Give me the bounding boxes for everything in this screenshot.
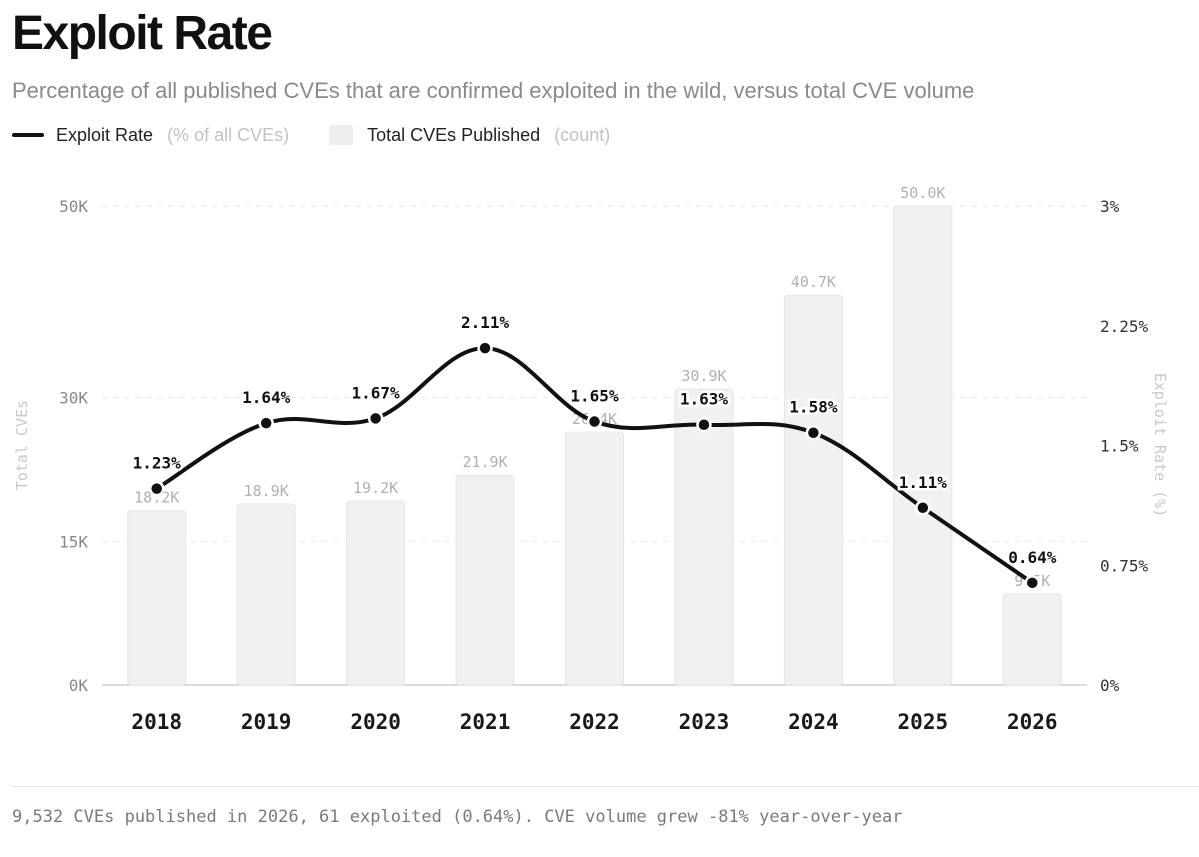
y-right-tick-label: 3% <box>1100 197 1120 216</box>
legend-unit-total-cves: (count) <box>554 124 611 145</box>
bar-value-label: 21.9K <box>462 453 507 471</box>
legend-unit-exploit-rate: (% of all CVEs) <box>167 124 290 145</box>
chart-legend: Exploit Rate (% of all CVEs) Total CVEs … <box>12 122 650 148</box>
exploit-rate-label: 1.11% <box>899 473 948 492</box>
exploit-rate-label: 1.67% <box>352 383 401 402</box>
exploit-rate-point <box>258 415 274 431</box>
bar <box>893 205 953 686</box>
y-left-axis-title: Total CVEs <box>13 400 31 490</box>
exploit-rate-point <box>915 500 931 516</box>
exploit-rate-point <box>477 340 493 356</box>
bar-value-label: 40.7K <box>791 273 836 291</box>
bar-value-label: 18.9K <box>244 482 289 500</box>
x-tick-label: 2022 <box>569 710 620 734</box>
x-tick-label: 2021 <box>460 710 511 734</box>
bar-value-label: 18.2K <box>134 489 179 507</box>
exploit-rate-point <box>696 416 712 433</box>
x-tick-label: 2018 <box>131 710 182 734</box>
bar-value-label: 50.0K <box>900 184 945 202</box>
y-left-tick-label: 50K <box>59 197 88 216</box>
exploit-rate-point <box>148 480 165 497</box>
x-tick-label: 2026 <box>1007 710 1058 734</box>
exploit-rate-label: 1.58% <box>789 398 838 417</box>
bar <box>674 388 734 686</box>
exploit-rate-label: 1.23% <box>133 454 182 473</box>
x-tick-label: 2020 <box>350 710 401 734</box>
x-tick-label: 2019 <box>241 710 292 734</box>
bar-value-label: 19.2K <box>353 479 398 497</box>
exploit-rate-label: 0.64% <box>1008 548 1057 567</box>
exploit-rate-point <box>367 410 384 427</box>
exploit-rate-label: 2.11% <box>461 313 510 332</box>
y-left-tick-label: 15K <box>59 532 88 551</box>
legend-label-total-cves: Total CVEs Published <box>367 124 541 145</box>
x-tick-label: 2023 <box>679 710 730 734</box>
legend-label-exploit-rate: Exploit Rate <box>56 124 154 145</box>
footer-divider <box>12 786 1199 787</box>
y-left-tick-label: 30K <box>59 389 88 408</box>
x-tick-label: 2024 <box>788 710 839 734</box>
bar <box>455 474 515 686</box>
y-right-tick-label: 2.25% <box>1100 317 1149 336</box>
y-right-tick-label: 0.75% <box>1100 556 1149 575</box>
bar <box>1002 593 1062 686</box>
page-subtitle: Percentage of all published CVEs that ar… <box>12 78 975 103</box>
legend-item-exploit-rate[interactable]: Exploit Rate (% of all CVEs) <box>12 125 289 146</box>
legend-item-total-cves[interactable]: Total CVEs Published (count) <box>329 125 610 146</box>
y-left-tick-label: 0K <box>69 676 89 695</box>
exploit-rate-point <box>805 424 822 441</box>
bar-value-label: 30.9K <box>681 367 726 385</box>
bar <box>127 510 187 686</box>
bar <box>346 500 406 686</box>
exploit-rate-point <box>586 413 603 430</box>
combo-chart: 0K 15K 30K 50K 0% 0.75% 1.5% 2.25% 3% Total CVEs E… <box>13 184 1169 734</box>
bar <box>565 431 624 686</box>
exploit-rate-label: 1.63% <box>680 390 729 409</box>
bar-swatch-icon <box>329 125 354 145</box>
exploit-rate-label: 1.65% <box>570 387 619 406</box>
y-right-tick-label: 1.5% <box>1100 437 1139 456</box>
exploit-rate-point <box>1024 575 1041 591</box>
footer-note: 9,532 CVEs published in 2026, 61 exploit… <box>12 807 903 827</box>
bar <box>236 503 296 686</box>
exploit-rate-label: 1.64% <box>242 388 291 407</box>
page-title: Exploit Rate <box>12 7 273 60</box>
y-right-axis-title: Exploit Rate (%) <box>1151 373 1169 518</box>
y-right-tick-label: 0% <box>1100 676 1120 695</box>
x-tick-label: 2025 <box>898 710 949 734</box>
line-swatch-icon <box>12 133 44 137</box>
bar <box>783 294 843 686</box>
